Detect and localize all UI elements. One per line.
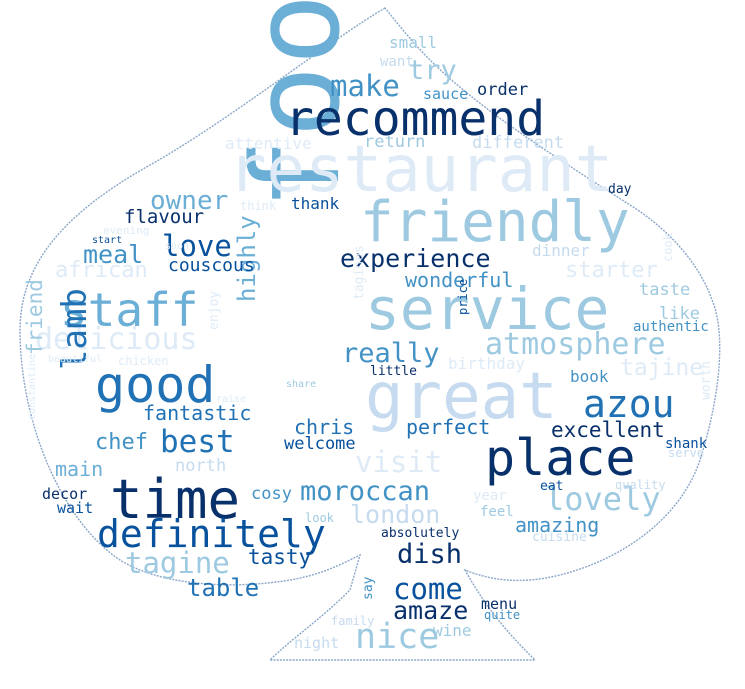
cloud-word: share [286,379,317,390]
cloud-word: moroccan [300,476,431,507]
cloud-word: chicken [118,354,169,368]
cloud-word: sauce [423,85,469,103]
cloud-word: restaurant [228,133,614,207]
cloud-word: like [659,304,700,324]
cloud-word: constantine [27,353,38,420]
cloud-word: friendly [360,190,630,255]
cloud-word: come [393,572,463,606]
cloud-word: cosy [251,484,292,504]
cloud-word: look [305,511,334,525]
cloud-word: tajine [620,355,704,381]
cloud-word: recommend [285,91,546,147]
cloud-word: start [92,235,123,246]
cloud-word: tagine [125,546,230,580]
cloud-word: wait [57,499,94,517]
cloud-word: owner [150,186,229,216]
cloud-word: great [365,360,558,434]
cloud-word: table [187,574,260,602]
spade-outline [19,7,721,661]
cloud-word: north [175,456,227,476]
cloud-word: quality [615,478,666,492]
cloud-word: place [485,429,636,487]
cloud-word: family [331,614,375,628]
cloud-word: enjoy [207,290,222,330]
cloud-word: flavour [124,206,205,228]
cloud-word: meal [83,240,144,269]
cloud-word: serve [668,446,705,460]
cloud-word: definitely [97,512,326,556]
cloud-word: perfect [406,415,491,439]
cloud-word: welcome [284,434,356,454]
cloud-word: wonderful [405,268,514,292]
cloud-word: amaze [393,596,469,625]
cloud-word: make [330,69,400,103]
cloud-word: eat [540,479,564,494]
cloud-word: decor [42,485,88,503]
cloud-word: evening [103,224,150,237]
cloud-word: day [608,182,632,197]
cloud-word: say [361,576,376,600]
cloud-word: amazing [515,513,600,537]
cloud-word: soon [165,241,190,252]
cloud-word: want [380,54,414,70]
cloud-word: time [110,468,241,531]
cloud-word: raise [216,394,247,405]
cloud-word: african [55,258,148,283]
cloud-word: chris [294,415,355,439]
cloud-word: good [95,356,216,414]
cloud-word: cuisine [532,530,587,545]
cloud-word: cook [661,233,675,262]
cloud-word: london [350,500,441,529]
cloud-word: order [477,80,529,100]
cloud-word: experience [340,244,491,273]
cloud-word: best [160,424,235,460]
cloud-word: birthday [448,354,526,373]
cloud-word: quite [484,608,521,622]
cloud-word: atmosphere [485,327,666,362]
cloud-word: staff [60,283,199,337]
cloud-word: absolutely [381,526,460,541]
cloud-word: year [473,488,507,504]
cloud-word: nice [355,617,440,657]
cloud-word: feel [480,504,514,520]
cloud-word: worth [699,360,714,400]
cloud-word: lovely [545,480,661,518]
cloud-word: beautiful [48,354,103,365]
cloud-word: couscous [168,255,255,276]
cloud-word: price [456,278,470,315]
cloud-word: fantastic [143,401,252,425]
cloud-word: return [364,132,426,152]
cloud-word: visit [355,445,443,479]
cloud-word: attentive [225,134,312,153]
cloud-word: try [408,55,457,86]
cloud-word: little [370,364,417,379]
cloud-word: excellent [551,418,665,442]
cloud-word: dish [397,539,463,570]
cloud-word: different [472,133,565,153]
cloud-word: small [389,33,438,52]
cloud-word: dinner [532,241,590,260]
cloud-word: wine [433,621,472,640]
cloud-word: chef [95,430,148,455]
cloud-word: menu [481,595,518,613]
cloud-word: service [365,275,610,343]
cloud-word: authentic [633,319,709,335]
cloud-word: really [342,338,440,369]
cloud-word: tasty [248,545,312,569]
cloud-word: thank [291,194,340,213]
cloud-word: delicious [35,322,198,357]
cloud-word: love [162,229,232,263]
cloud-word: azou [583,382,675,426]
cloud-word: main [55,457,104,481]
cloud-word: think [240,199,277,213]
cloud-word: shank [665,436,708,452]
cloud-word: night [294,634,340,652]
cloud-word: starter [565,258,658,283]
cloud-word: friend [23,279,47,355]
cloud-word: book [570,367,609,386]
cloud-word: taste [639,280,691,300]
cloud-word: tagines [352,245,367,300]
